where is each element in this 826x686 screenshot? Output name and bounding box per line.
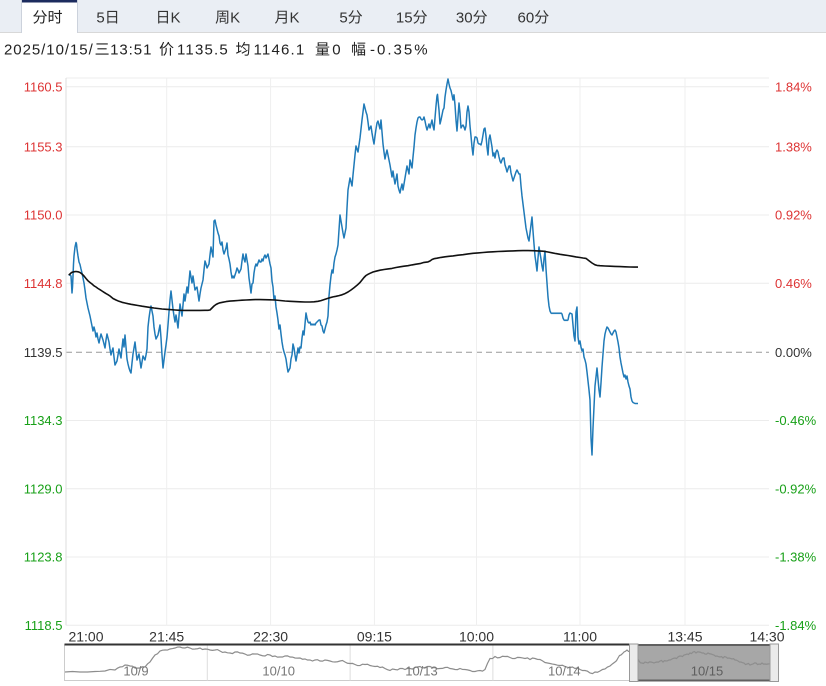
svg-text:14:30: 14:30 xyxy=(749,629,784,645)
svg-text:1155.3: 1155.3 xyxy=(24,139,63,154)
svg-text:15: 15 xyxy=(396,10,413,27)
svg-text:0: 0 xyxy=(332,42,340,59)
svg-text:1139.5: 1139.5 xyxy=(24,345,63,360)
svg-text:1134.3: 1134.3 xyxy=(24,413,63,428)
svg-text:21:00: 21:00 xyxy=(68,629,103,645)
svg-text:09:15: 09:15 xyxy=(357,629,392,645)
svg-text:-0.46%: -0.46% xyxy=(775,413,817,428)
svg-text:-0.92%: -0.92% xyxy=(775,481,817,496)
svg-text:0.46%: 0.46% xyxy=(775,276,812,291)
svg-text:60: 60 xyxy=(518,10,535,27)
svg-text:30: 30 xyxy=(456,10,473,27)
svg-text:K: K xyxy=(289,10,299,27)
svg-text:11:00: 11:00 xyxy=(563,629,597,645)
svg-text:10/10: 10/10 xyxy=(262,664,295,679)
svg-text:1118.5: 1118.5 xyxy=(25,618,63,633)
svg-text:1.38%: 1.38% xyxy=(775,139,812,154)
svg-text:0.00%: 0.00% xyxy=(775,345,812,360)
svg-text:13:51: 13:51 xyxy=(110,42,152,59)
svg-text:1.84%: 1.84% xyxy=(775,79,812,94)
svg-text:K: K xyxy=(230,10,240,27)
svg-text:1144.8: 1144.8 xyxy=(24,276,63,291)
svg-text:0.92%: 0.92% xyxy=(775,208,812,223)
svg-text:5: 5 xyxy=(96,10,104,27)
svg-text:-1.84%: -1.84% xyxy=(775,618,817,633)
svg-text:10/9: 10/9 xyxy=(123,664,148,679)
svg-text:10/13: 10/13 xyxy=(405,664,438,679)
svg-text:22:30: 22:30 xyxy=(253,629,288,645)
svg-text:1135.5: 1135.5 xyxy=(177,42,229,59)
svg-text:1160.5: 1160.5 xyxy=(24,79,63,94)
svg-text:1146.1: 1146.1 xyxy=(254,42,306,59)
svg-text:13:45: 13:45 xyxy=(667,629,702,645)
svg-text:1129.0: 1129.0 xyxy=(24,481,63,496)
svg-text:10/15: 10/15 xyxy=(691,664,724,679)
svg-text:10/14: 10/14 xyxy=(548,664,581,679)
svg-text:K: K xyxy=(170,10,180,27)
svg-text:1150.0: 1150.0 xyxy=(24,208,63,223)
svg-text:2025/10/15/: 2025/10/15/ xyxy=(4,42,94,59)
svg-text:21:45: 21:45 xyxy=(149,629,184,645)
svg-text:1123.8: 1123.8 xyxy=(24,550,63,565)
svg-text:5: 5 xyxy=(339,10,347,27)
svg-text:-1.38%: -1.38% xyxy=(775,550,817,565)
svg-text:-0.35%: -0.35% xyxy=(370,42,430,59)
svg-text:10:00: 10:00 xyxy=(459,629,494,645)
